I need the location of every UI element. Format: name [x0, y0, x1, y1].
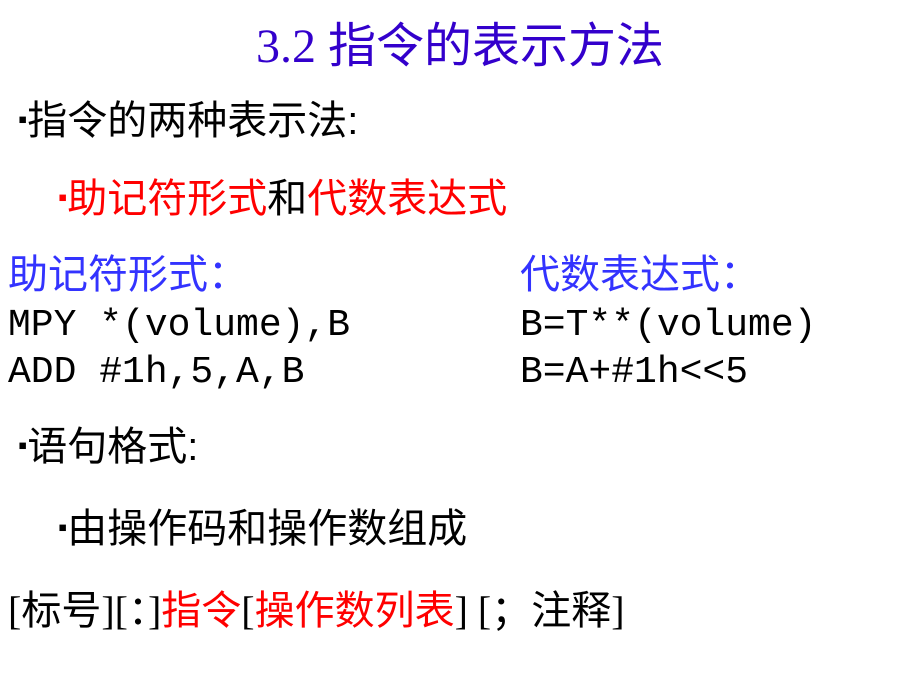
syntax-operand-list: 操作数列表 — [255, 588, 455, 633]
bullet-mnemonic-algebraic: ▪助记符形式和代数表达式 — [0, 146, 920, 224]
square-bullet-icon: ▪ — [58, 512, 67, 542]
bullet-opcode-operand: ▪由操作码和操作数组成 — [0, 472, 920, 554]
text-statement-format: 语句格式: — [27, 425, 198, 469]
bullet-two-representations: ▪指令的两种表示法: — [0, 80, 920, 146]
text-mnemonic: 助记符形式 — [67, 177, 267, 221]
square-bullet-icon: ▪ — [18, 430, 27, 460]
code-algebraic-1: B=T**(volume) — [520, 304, 816, 347]
code-mnemonic-1: MPY *(volume),B — [0, 304, 520, 347]
text-opcode-operand: 由操作码和操作数组成 — [67, 507, 467, 551]
syntax-instruction: 指令 — [161, 588, 241, 633]
code-mnemonic-2: ADD #1h,5,A,B — [0, 351, 520, 394]
column-headers: 助记符形式： 代数表达式： — [0, 224, 920, 300]
slide-title: 3.2 指令的表示方法 — [0, 0, 920, 80]
syntax-label: [标号][：] — [8, 588, 161, 633]
code-algebraic-2: B=A+#1h<<5 — [520, 351, 748, 394]
text-algebraic: 代数表达式 — [307, 177, 507, 221]
syntax-line: [标号][：]指令[操作数列表] [；注释] — [0, 554, 920, 636]
text-and: 和 — [267, 177, 307, 221]
header-algebraic: 代数表达式： — [520, 242, 760, 300]
syntax-bracket-open: [ — [241, 588, 254, 633]
square-bullet-icon: ▪ — [58, 182, 67, 212]
code-row-2: ADD #1h,5,A,B B=A+#1h<<5 — [0, 347, 920, 394]
syntax-rest: ] [；注释] — [455, 588, 625, 633]
code-row-1: MPY *(volume),B B=T**(volume) — [0, 300, 920, 347]
square-bullet-icon: ▪ — [18, 104, 27, 134]
bullet-statement-format: ▪语句格式: — [0, 394, 920, 472]
header-mnemonic: 助记符形式： — [0, 242, 520, 300]
text-two-representations: 指令的两种表示法: — [27, 99, 358, 143]
